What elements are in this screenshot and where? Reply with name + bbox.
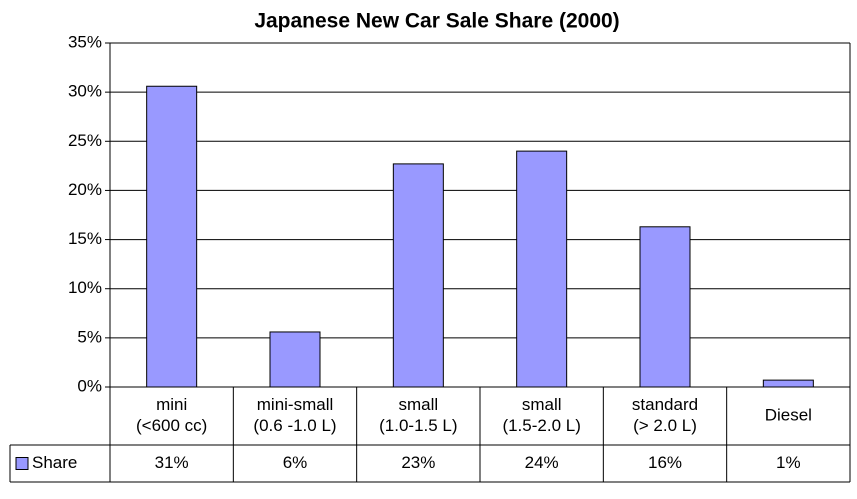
- y-tick-label: 15%: [68, 229, 102, 248]
- legend-label: Share: [32, 453, 77, 472]
- x-tick-label: Diesel: [765, 405, 812, 424]
- value-label: 16%: [648, 453, 682, 472]
- y-tick-label: 5%: [77, 327, 102, 346]
- x-tick-label: small: [398, 395, 438, 414]
- x-tick-label: mini-small: [257, 395, 334, 414]
- x-tick-label: small: [522, 395, 562, 414]
- bar: [516, 150, 568, 388]
- x-tick-label: (1.5-2.0 L): [502, 416, 580, 435]
- chart-title: Japanese New Car Sale Share (2000): [254, 10, 619, 33]
- legend-key: [15, 457, 29, 470]
- x-tick-label: mini: [156, 395, 187, 414]
- bar: [269, 331, 321, 388]
- x-tick-label: (1.0-1.5 L): [379, 416, 457, 435]
- x-tick-label: (0.6 -1.0 L): [253, 416, 336, 435]
- y-tick-label: 25%: [68, 131, 102, 150]
- y-tick-label: 20%: [68, 180, 102, 199]
- value-label: 1%: [776, 453, 801, 472]
- y-tick-label: 35%: [68, 32, 102, 51]
- y-tick-label: 30%: [68, 82, 102, 101]
- y-tick-label: 0%: [77, 376, 102, 395]
- value-label: 23%: [401, 453, 435, 472]
- x-tick-label: (<600 cc): [136, 416, 207, 435]
- x-tick-label: standard: [632, 395, 698, 414]
- bar: [392, 163, 444, 388]
- bar: [146, 85, 198, 388]
- x-tick-label: (> 2.0 L): [633, 416, 697, 435]
- value-label: 24%: [525, 453, 559, 472]
- bar: [639, 226, 691, 388]
- value-label: 6%: [283, 453, 308, 472]
- y-tick-label: 10%: [68, 278, 102, 297]
- value-label: 31%: [155, 453, 189, 472]
- bar: [762, 379, 814, 388]
